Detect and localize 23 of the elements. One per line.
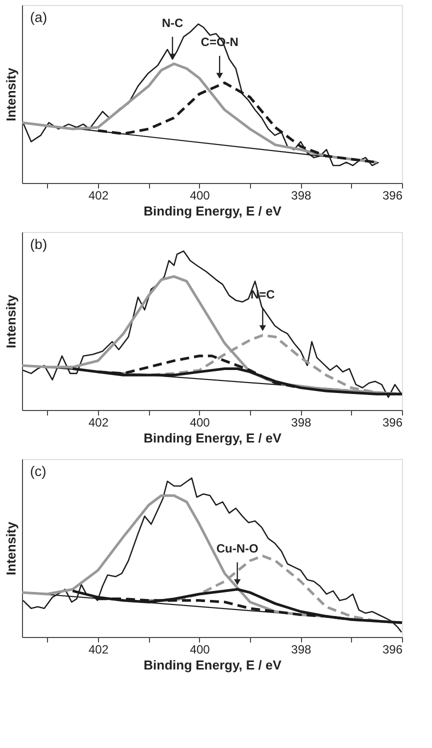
- x-tick-label: 398: [291, 416, 312, 430]
- annotation: N-C: [162, 16, 184, 30]
- x-tick-label: 402: [88, 188, 109, 202]
- x-axis-title: Binding Energy, E / eV: [144, 430, 282, 446]
- annotation: (b): [30, 236, 48, 252]
- annotation: (a): [30, 9, 48, 25]
- y-axis-title: Intensity: [4, 521, 18, 576]
- y-axis-title: Intensity: [4, 67, 18, 122]
- x-axis-title: Binding Energy, E / eV: [144, 658, 282, 672]
- x-tick-label: 396: [382, 416, 403, 430]
- x-tick-label: 396: [382, 188, 403, 202]
- x-tick-label: 396: [382, 642, 403, 656]
- x-tick-label: 402: [88, 642, 109, 656]
- x-tick-label: 400: [190, 416, 210, 430]
- y-axis-title: Intensity: [4, 294, 18, 348]
- x-tick-label: 402: [88, 416, 109, 430]
- x-axis-title: Binding Energy, E / eV: [144, 204, 282, 218]
- annotation: Cu-N-O: [216, 542, 258, 556]
- annotation: (c): [30, 463, 46, 479]
- x-tick-label: 400: [190, 642, 210, 656]
- x-tick-label: 400: [190, 188, 210, 202]
- x-tick-label: 398: [291, 188, 312, 202]
- x-tick-label: 398: [291, 642, 312, 656]
